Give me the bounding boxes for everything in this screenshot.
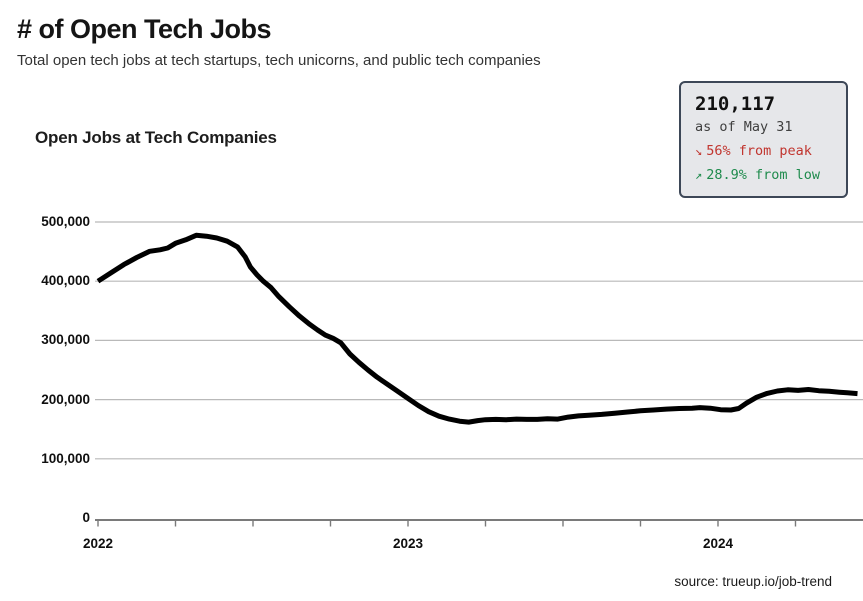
source-note: source: trueup.io/job-trend [674,574,832,589]
x-tick-label: 2022 [82,536,114,551]
latest-stats-box: 210,117 as of May 31 ↘ 56% from peak ↗ 28.… [679,81,848,198]
chart-title: Open Jobs at Tech Companies [35,128,277,147]
peak-delta-row: ↘ 56% from peak [695,141,834,161]
low-delta-text: 28.9% from low [706,167,821,183]
y-tick-label: 500,000 [41,214,90,229]
peak-delta-text: 56% from peak [706,143,812,159]
as-of-date: as of May 31 [695,119,793,135]
y-tick-label: 100,000 [41,450,90,466]
arrow-down-right-icon: ↘ [695,144,703,158]
y-tick-label: 0 [82,510,90,525]
page-title: # of Open Tech Jobs [17,14,272,44]
jobs-line-series [96,232,858,425]
low-delta-row: ↗ 28.9% from low [695,165,834,185]
latest-value: 210,117 [695,93,776,115]
page-subtitle: Total open tech jobs at tech startups, t… [17,52,541,69]
y-tick-label: 300,000 [41,332,90,348]
x-tick-label: 2023 [392,536,423,551]
x-tick-label: 2024 [702,536,733,551]
y-tick-label: 200,000 [41,391,90,407]
arrow-up-right-icon: ↗ [695,168,703,182]
y-tick-label: 400,000 [41,273,90,289]
